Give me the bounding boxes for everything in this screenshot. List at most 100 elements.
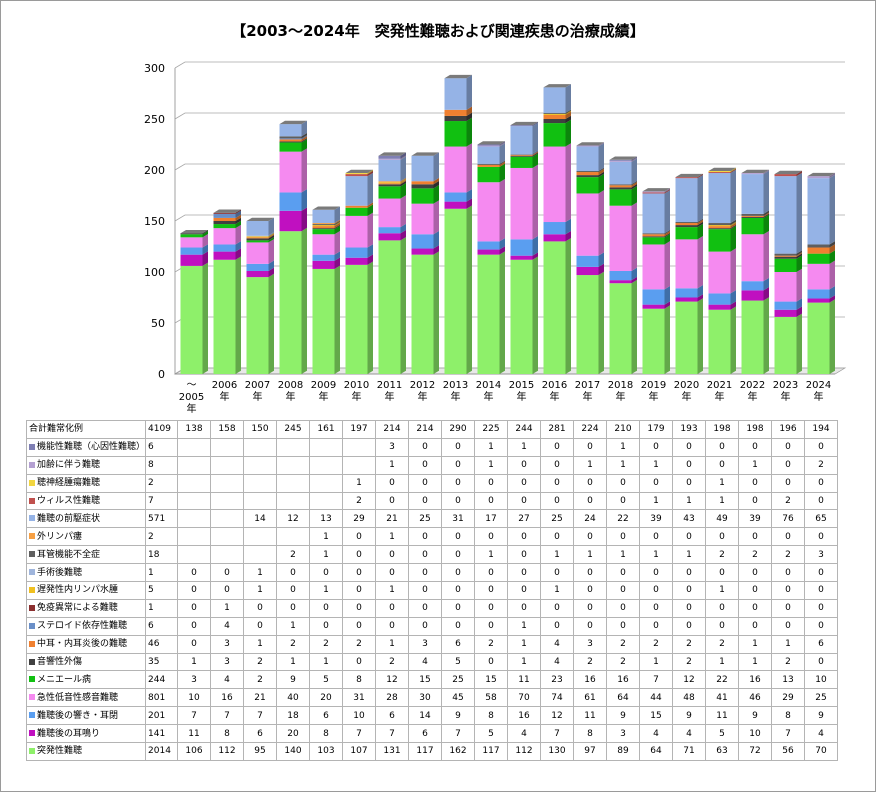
data-label: 117 (474, 742, 509, 761)
bar-segment (708, 251, 731, 294)
bar-segment (609, 187, 632, 190)
legend-swatch (29, 551, 35, 558)
bar-segment (510, 255, 533, 260)
bar-segment-side (697, 219, 703, 226)
data-label: 3 (375, 437, 410, 457)
bar-segment (642, 244, 665, 290)
data-label: 22 (705, 670, 740, 690)
data-label: 0 (540, 598, 575, 618)
data-label (342, 437, 377, 457)
bar-segment-side (334, 265, 340, 374)
table-row: 外リンパ瘻 2 1 0 1 0 0 0 0 0 0 0 0 0 0 0 0 0 (25, 527, 839, 547)
bar-segment-side (202, 262, 208, 374)
data-label (276, 473, 311, 493)
bar-segment-side (565, 218, 571, 235)
x-tick-label: 2013 (443, 380, 468, 391)
data-label: 0 (375, 545, 410, 565)
data-label: 3 (606, 724, 641, 744)
data-label: 1 (606, 437, 641, 457)
bar-segment (741, 216, 764, 218)
bar-top (510, 121, 538, 126)
legend-label: 難聴後の響き・耳閉 (37, 710, 119, 721)
bar-segment (576, 266, 599, 276)
data-label: 0 (639, 563, 674, 583)
bar-segment (246, 270, 269, 278)
x-tick-label: 年 (748, 390, 758, 403)
bar-segment-side (400, 195, 406, 228)
bar-segment-side (829, 244, 835, 254)
data-label (177, 491, 212, 511)
series-label: 突発性難聴 (25, 742, 147, 761)
data-label: 6 (375, 706, 410, 726)
bar-segment-side (499, 163, 505, 183)
data-label: 2 (606, 652, 641, 672)
bar-segment-side (499, 141, 505, 146)
data-label: 0 (507, 545, 542, 565)
legend-swatch (29, 604, 35, 611)
bar-segment-side (334, 225, 340, 235)
data-label: 16 (573, 670, 608, 690)
bar-segment-side (598, 263, 604, 276)
data-label: 4 (507, 724, 542, 744)
bar-segment (609, 283, 632, 374)
bar-segment-side (829, 172, 835, 179)
bar-segment-side (268, 234, 274, 239)
bar-segment-side (202, 230, 208, 238)
legend-swatch (29, 569, 35, 576)
bar-segment-side (664, 305, 670, 374)
bar-segment-side (367, 254, 373, 265)
data-label: 44 (639, 688, 674, 708)
bar-segment-side (697, 174, 703, 223)
bar-segment-side (730, 219, 736, 226)
data-label: 0 (474, 563, 509, 583)
bar-segment-side (631, 157, 637, 162)
data-label: 0 (342, 545, 377, 565)
bar-segment-side (466, 198, 472, 209)
bar-segment-side (334, 222, 340, 229)
bar-segment (213, 217, 236, 221)
bar-segment (609, 184, 632, 186)
data-label: 1 (672, 545, 707, 565)
series-label: 中耳・内耳炎後の難聴 (25, 634, 147, 654)
table-row: 加齢に伴う難聴 8 1 0 0 1 0 0 1 1 1 0 0 1 0 2 (25, 455, 839, 475)
bar-segment-side (730, 168, 736, 174)
data-label: 0 (408, 581, 443, 600)
data-label: 0 (606, 598, 641, 618)
data-label: 0 (672, 455, 707, 475)
data-label: 2 (639, 634, 674, 654)
data-label: 10 (177, 688, 212, 708)
bar-segment-side (796, 170, 802, 177)
data-label: 2 (771, 545, 806, 565)
x-tick-label: 年 (682, 390, 692, 403)
bar-segment (477, 145, 500, 147)
x-tick-label: 年 (484, 390, 494, 403)
legend-swatch (29, 443, 35, 450)
bar-segment (345, 176, 368, 206)
data-label: 0 (342, 598, 377, 618)
data-label: 0 (177, 563, 212, 583)
bar-segment-side (499, 246, 505, 255)
bar-segment (741, 213, 764, 216)
bar-segment-side (631, 156, 637, 161)
table-row: 耳管機能不全症 18 2 1 0 0 0 0 1 0 1 1 1 1 1 2 2 2 3 (25, 545, 839, 565)
bar-segment (675, 178, 698, 223)
bar-segment-side (730, 169, 736, 224)
data-label: 0 (507, 455, 542, 475)
bar-segment (180, 237, 203, 248)
bar-segment-side (796, 253, 802, 259)
data-label: 2 (705, 545, 740, 565)
data-label: 4 (210, 616, 245, 636)
data-label: 1 (705, 581, 740, 600)
legend-label: ステロイド依存性難聴 (37, 621, 128, 632)
bar-segment-side (334, 224, 340, 230)
data-label: 2 (804, 455, 839, 475)
data-label: 196 (771, 420, 806, 439)
bar-segment-side (532, 121, 538, 127)
bar-segment-side (598, 168, 604, 176)
bar-segment (246, 277, 269, 374)
bar-segment-side (532, 151, 538, 156)
legend-label: 急性低音性感音難聴 (37, 692, 119, 703)
bar-segment (807, 263, 830, 290)
table-row: 難聴後の響き・耳閉 201 7 7 7 18 6 10 6 14 9 8 16 12 11 9 15 9 11 9 8 9 (25, 706, 839, 726)
bar-segment-side (433, 245, 439, 255)
